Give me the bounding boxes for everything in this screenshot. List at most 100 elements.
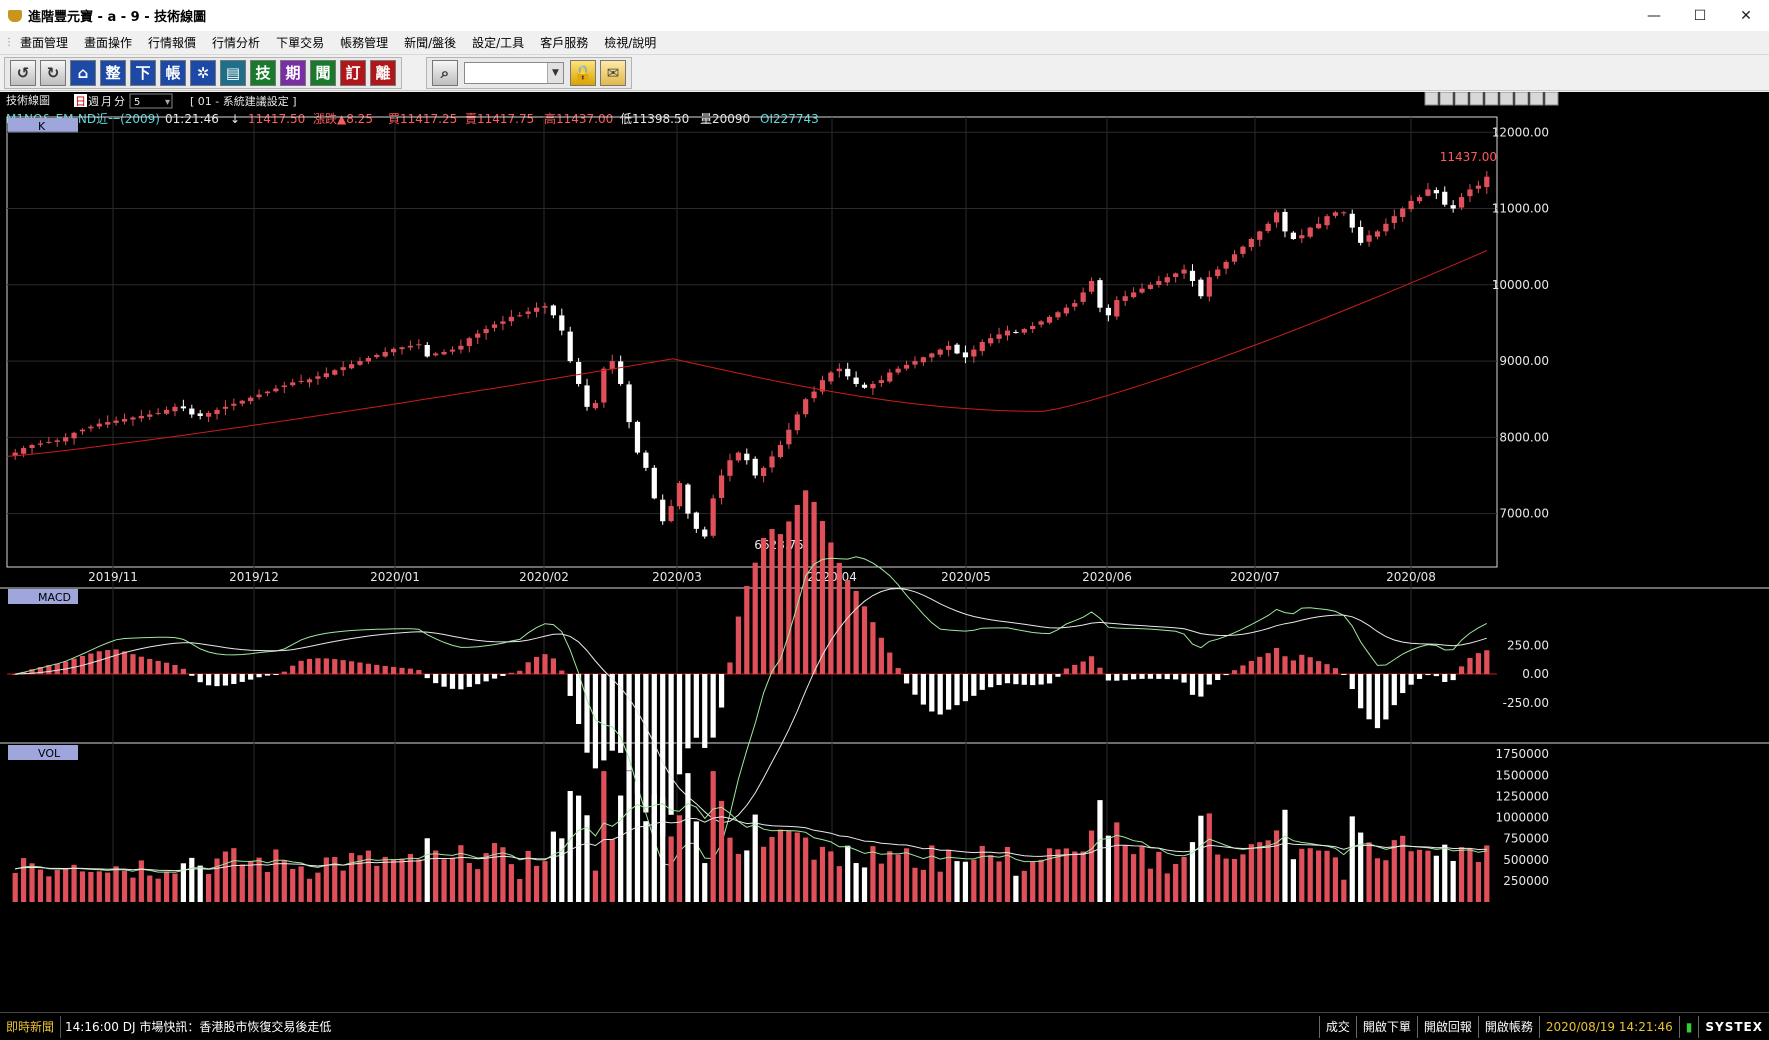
chart-tool-icon-5[interactable] bbox=[1499, 91, 1514, 106]
chart-tool-icon-0[interactable] bbox=[1424, 91, 1439, 106]
macd-bar bbox=[306, 658, 313, 674]
minute-select[interactable] bbox=[129, 93, 173, 109]
candle-body bbox=[1072, 303, 1078, 307]
minimize-icon[interactable]: — bbox=[1647, 7, 1661, 24]
macd-bar bbox=[1467, 657, 1473, 674]
macd-bar bbox=[533, 656, 540, 674]
candle-body bbox=[1282, 211, 1288, 232]
toolbar: ↺ ↻ ⌂ 整下帳 ✲ ▤ 技期聞訂離 ⌕ ▼ 🔒 ✉ bbox=[0, 55, 1769, 91]
close-icon[interactable]: ✕ bbox=[1740, 7, 1752, 24]
magnifier-icon[interactable]: ⌕ bbox=[432, 59, 458, 86]
low-price: 低11398.50 bbox=[620, 112, 689, 126]
menu-quotes[interactable]: 行情報價 bbox=[148, 35, 197, 50]
macd-bar bbox=[1265, 653, 1271, 674]
candle-body bbox=[130, 417, 136, 420]
volume-bar bbox=[508, 864, 514, 902]
chart-tool-icon-6[interactable] bbox=[1514, 91, 1529, 106]
menu-trading[interactable]: 下單交易 bbox=[276, 35, 325, 50]
futures-icon[interactable]: 期 bbox=[280, 59, 306, 86]
macd-bar bbox=[21, 671, 27, 674]
news-ticker[interactable]: 14:16:00 DJ 市場快訊：香港股市恢復交易後走低 bbox=[65, 1020, 332, 1034]
menu-settings[interactable]: 設定/工具 bbox=[472, 35, 525, 50]
volume-bar bbox=[634, 781, 641, 902]
subscribe-icon[interactable]: 訂 bbox=[340, 59, 366, 86]
macd-axis-label: 250.00 bbox=[1507, 638, 1549, 652]
menu-screen-operate[interactable]: 畫面操作 bbox=[84, 35, 133, 50]
volume-bar bbox=[643, 821, 649, 902]
candle-body bbox=[197, 413, 203, 416]
period-day-box[interactable] bbox=[74, 94, 87, 107]
volume-bar bbox=[609, 839, 615, 902]
candle-body bbox=[912, 361, 918, 365]
menu-help[interactable]: 檢視/說明 bbox=[604, 35, 657, 50]
mail-icon[interactable]: ✉ bbox=[600, 59, 626, 86]
open-account-button[interactable]: 開啟帳務 bbox=[1477, 1015, 1539, 1038]
candle-body bbox=[1122, 296, 1128, 301]
chart-tool-icon-2[interactable] bbox=[1454, 91, 1469, 106]
volume-bar bbox=[1156, 851, 1162, 902]
maximize-icon[interactable]: ☐ bbox=[1693, 7, 1707, 24]
redo-icon[interactable]: ↻ bbox=[40, 59, 66, 86]
open-order-button[interactable]: 開啟下單 bbox=[1355, 1015, 1417, 1038]
chart-tool-icon-1[interactable] bbox=[1439, 91, 1454, 106]
chevron-down-icon[interactable]: ▼ bbox=[547, 62, 563, 83]
macd-bar bbox=[1046, 674, 1053, 684]
volume-bar bbox=[651, 794, 657, 902]
menu-analysis[interactable]: 行情分析 bbox=[212, 35, 261, 50]
news-icon[interactable]: 聞 bbox=[310, 59, 336, 86]
gear-icon[interactable]: ✲ bbox=[190, 59, 216, 86]
candle-body bbox=[46, 441, 52, 443]
technical-icon[interactable]: 技 bbox=[250, 59, 276, 86]
candle-body bbox=[1063, 307, 1069, 314]
macd-bar bbox=[231, 674, 237, 684]
chart-tool-icon-4[interactable] bbox=[1484, 91, 1499, 106]
candle-body bbox=[1475, 185, 1481, 189]
volume-bar bbox=[323, 857, 329, 902]
macd-bar bbox=[1021, 674, 1027, 685]
candle-body bbox=[845, 368, 851, 377]
lock-icon[interactable]: 🔒 bbox=[570, 59, 596, 86]
volume-bar bbox=[710, 771, 716, 902]
chart-tool-icon-7[interactable] bbox=[1529, 91, 1544, 106]
macd-bar bbox=[937, 674, 943, 715]
volume-bar bbox=[1307, 848, 1313, 902]
macd-bar bbox=[113, 649, 119, 674]
vol-axis-label: 1500000 bbox=[1496, 768, 1549, 782]
home-icon[interactable]: ⌂ bbox=[70, 59, 96, 86]
order-icon[interactable]: 下 bbox=[130, 59, 156, 86]
chart-tool-icon-8[interactable] bbox=[1544, 91, 1559, 106]
menu-screen-manage[interactable]: 畫面管理 bbox=[20, 35, 69, 50]
candle-body bbox=[1366, 235, 1372, 242]
account-icon[interactable]: 帳 bbox=[160, 59, 186, 86]
volume-bar bbox=[79, 871, 86, 902]
technical-chart[interactable]: 技術線圖日週月分 5 ▾[ 01 - 系統建議設定 ] M1NQ& EM-ND近一(2… bbox=[0, 91, 1769, 1012]
volume-bar bbox=[1013, 875, 1019, 902]
candle-body bbox=[626, 384, 632, 423]
candle-body bbox=[702, 529, 708, 537]
menu-accounts[interactable]: 帳務管理 bbox=[340, 35, 389, 50]
arrange-icon[interactable]: 整 bbox=[100, 59, 126, 86]
macd-bar bbox=[559, 670, 565, 674]
volume-bar bbox=[1046, 848, 1053, 902]
macd-bar bbox=[1358, 674, 1364, 709]
date-axis-label: 2020/03 bbox=[652, 570, 702, 584]
macd-bar bbox=[340, 660, 346, 674]
chart-icon[interactable]: ▤ bbox=[220, 59, 246, 86]
macd-bar bbox=[37, 666, 44, 674]
volume-bar bbox=[1433, 855, 1439, 902]
menu-service[interactable]: 客戶服務 bbox=[540, 35, 589, 50]
volume-bar bbox=[971, 859, 977, 902]
news-tag[interactable]: 即時新聞 bbox=[0, 1015, 62, 1038]
menu-news[interactable]: 新聞/盤後 bbox=[404, 35, 457, 50]
chart-tool-icon-3[interactable] bbox=[1469, 91, 1484, 106]
candle-body bbox=[634, 421, 641, 453]
refresh-icon[interactable]: ↺ bbox=[10, 59, 36, 86]
symbol-search-combo[interactable]: ▼ bbox=[464, 61, 564, 84]
volume-bar bbox=[1374, 858, 1381, 902]
trade-status-button[interactable]: 成交 bbox=[1318, 1015, 1356, 1038]
volume-bar bbox=[870, 846, 876, 902]
macd-bar bbox=[1181, 674, 1187, 683]
open-report-button[interactable]: 開啟回報 bbox=[1416, 1015, 1478, 1038]
exit-icon[interactable]: 離 bbox=[370, 59, 396, 86]
last-price: 11417.50 bbox=[248, 112, 305, 126]
